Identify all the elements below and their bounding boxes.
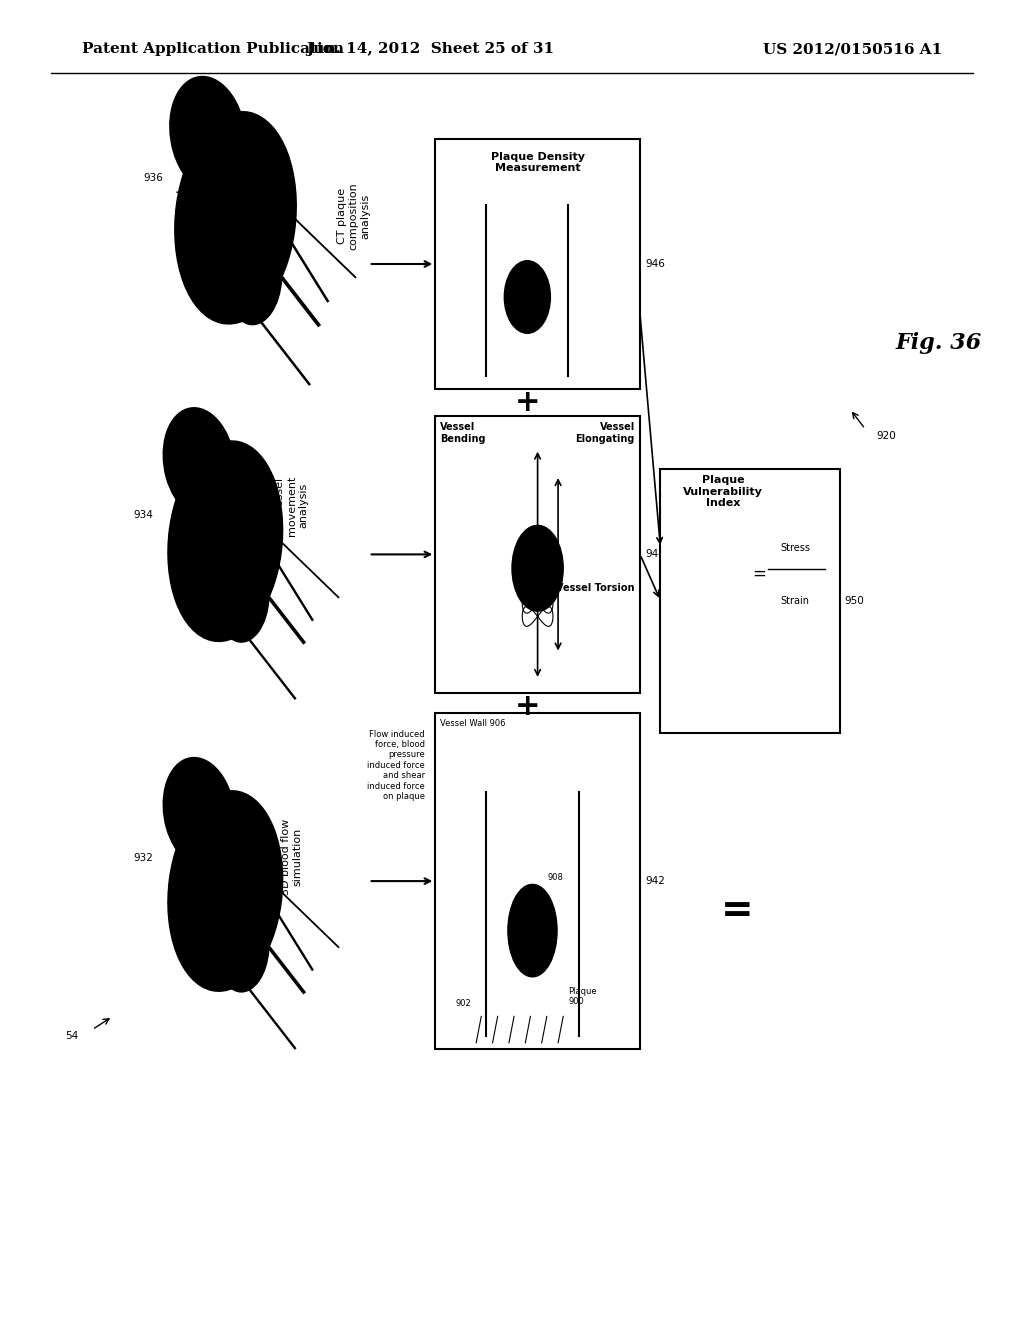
Text: 950: 950 — [845, 595, 864, 606]
Ellipse shape — [163, 758, 236, 867]
Text: CT plaque
composition
analysis: CT plaque composition analysis — [337, 182, 370, 249]
Text: +: + — [514, 692, 541, 721]
Text: +: + — [514, 388, 541, 417]
Text: US 2012/0150516 A1: US 2012/0150516 A1 — [763, 42, 942, 57]
Ellipse shape — [512, 525, 563, 611]
Text: 942: 942 — [645, 876, 665, 886]
Text: Jun. 14, 2012  Sheet 25 of 31: Jun. 14, 2012 Sheet 25 of 31 — [306, 42, 554, 57]
Text: 936: 936 — [143, 173, 164, 183]
Text: Patent Application Publication: Patent Application Publication — [82, 42, 344, 57]
Text: Plaque Density
Measurement: Plaque Density Measurement — [490, 152, 585, 173]
Text: Vessel Wall 906: Vessel Wall 906 — [440, 719, 506, 729]
Bar — [435, 416, 640, 693]
Text: Plaque
Vulnerability
Index: Plaque Vulnerability Index — [683, 475, 763, 508]
Bar — [435, 713, 640, 1049]
Text: 4D vessel
movement
analysis: 4D vessel movement analysis — [275, 475, 308, 536]
Text: 908: 908 — [548, 874, 564, 882]
Text: Vessel Torsion: Vessel Torsion — [556, 582, 635, 593]
Ellipse shape — [508, 884, 557, 977]
Text: Vessel
Elongating: Vessel Elongating — [575, 422, 635, 444]
Text: 944: 944 — [645, 549, 665, 560]
Text: 934: 934 — [133, 510, 154, 520]
Bar — [435, 139, 640, 389]
Ellipse shape — [175, 112, 296, 323]
Text: 932: 932 — [133, 853, 154, 863]
Text: 54: 54 — [66, 1031, 78, 1041]
Text: =: = — [721, 892, 754, 929]
Ellipse shape — [216, 553, 269, 642]
Text: Strain: Strain — [780, 595, 809, 606]
Bar — [660, 469, 840, 733]
Text: Stress: Stress — [780, 543, 810, 553]
Ellipse shape — [226, 230, 282, 325]
Text: 902: 902 — [456, 999, 471, 1007]
Text: Fig. 36: Fig. 36 — [896, 333, 982, 354]
Text: Vessel
Bending: Vessel Bending — [440, 422, 485, 444]
Ellipse shape — [504, 261, 551, 334]
Text: 3D blood flow
simulation: 3D blood flow simulation — [281, 818, 303, 895]
Ellipse shape — [216, 903, 269, 991]
Text: =: = — [752, 565, 766, 583]
Ellipse shape — [168, 441, 283, 642]
Text: Flow induced
force, blood
pressure
induced force
and shear
induced force
on plaq: Flow induced force, blood pressure induc… — [368, 730, 425, 801]
Ellipse shape — [170, 77, 246, 193]
Text: 904: 904 — [517, 900, 532, 908]
Text: 946: 946 — [645, 259, 665, 269]
Text: 920: 920 — [876, 430, 896, 441]
Text: Plaque
900: Plaque 900 — [568, 987, 597, 1006]
Ellipse shape — [163, 408, 236, 517]
Ellipse shape — [168, 791, 283, 991]
